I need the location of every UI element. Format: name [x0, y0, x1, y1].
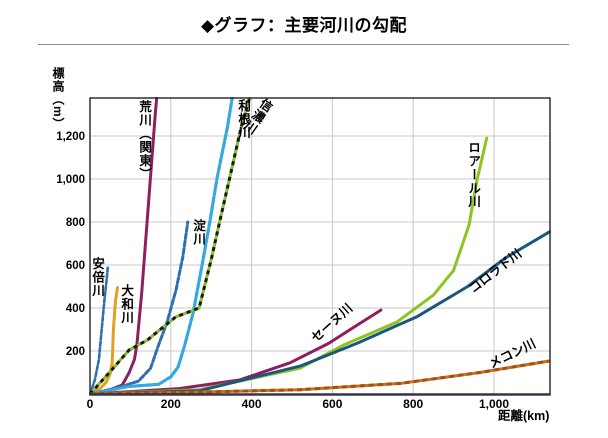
- title-divider: [38, 44, 569, 45]
- plot-area: [90, 98, 550, 394]
- series-label-abe: 安倍川: [90, 257, 105, 298]
- y-tick-label-600: 600: [66, 260, 85, 272]
- y-tick-label-1000: 1,000: [56, 174, 85, 186]
- y-tick-label-200: 200: [66, 346, 85, 358]
- series-label-loire: ロアール川: [466, 141, 481, 209]
- x-tick-label-200: 200: [161, 397, 181, 411]
- series-label-yamato: 大和川: [119, 284, 134, 325]
- y-tick-label-400: 400: [66, 303, 85, 315]
- series-line-mekong-overlay: [89, 359, 549, 395]
- series-group: [89, 97, 551, 395]
- x-axis-title: 距離(km): [498, 409, 550, 423]
- x-tick-label-800: 800: [403, 397, 423, 411]
- x-tick-label-600: 600: [322, 397, 342, 411]
- series-line-abe: [89, 265, 110, 395]
- x-tick-label-400: 400: [242, 397, 262, 411]
- series-label-yodo: 淀川: [191, 219, 206, 246]
- series-line-shinano-overlay: [89, 97, 252, 395]
- series-label-tone: 利根川: [236, 99, 251, 140]
- x-tick-label-0: 0: [87, 397, 94, 411]
- x-tick-label-1000: 1,000: [479, 397, 509, 411]
- series-line-tone: [89, 97, 234, 395]
- series-line-seine: [89, 308, 383, 395]
- y-axis-title: 標高（m）: [51, 67, 65, 131]
- page-title: ◆グラフ：主要河川の勾配: [200, 16, 408, 35]
- series-line-colorado: [89, 230, 551, 395]
- series-line-yodo: [89, 220, 190, 395]
- y-tick-label-1200: 1,200: [56, 131, 85, 143]
- y-tick-label-800: 800: [66, 217, 85, 229]
- series-label-arakawa: 荒川（関東）: [137, 100, 152, 181]
